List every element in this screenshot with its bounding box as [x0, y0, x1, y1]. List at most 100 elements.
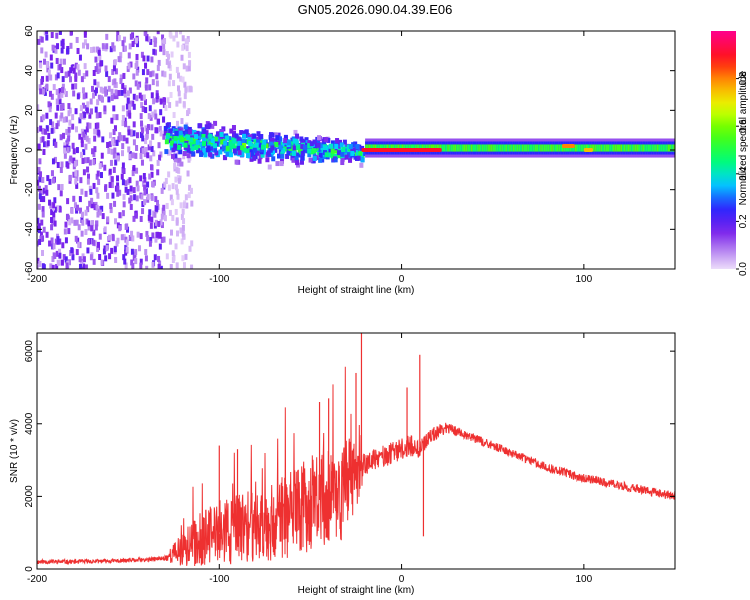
heatmap-cell	[107, 76, 111, 83]
heatmap-cell	[46, 175, 50, 182]
heatmap-band	[662, 144, 665, 152]
heatmap-cell	[112, 114, 116, 121]
plot-frame	[36, 332, 676, 570]
heatmap-cell	[124, 186, 128, 193]
heatmap-cell	[46, 66, 50, 73]
heatmap-cell	[123, 45, 127, 52]
heatmap-cell	[149, 114, 153, 121]
heatmap-cell	[127, 63, 131, 70]
heatmap-cell	[155, 96, 159, 103]
heatmap-cell	[113, 200, 117, 207]
heatmap-cell	[74, 235, 78, 242]
heatmap-cell	[135, 145, 139, 152]
heatmap-cell	[38, 260, 42, 267]
heatmap-cell	[256, 147, 261, 153]
heatmap-cell	[162, 133, 166, 140]
heatmap-cell	[58, 63, 62, 70]
heatmap-cell	[187, 65, 191, 72]
heatmap-cell	[308, 157, 313, 163]
heatmap-peak	[561, 144, 575, 149]
heatmap-cell	[346, 144, 351, 150]
heatmap-cell	[164, 177, 168, 184]
heatmap-cell	[167, 184, 171, 191]
heatmap-cell	[42, 187, 46, 194]
heatmap-cell	[122, 254, 126, 261]
heatmap-cell	[171, 214, 175, 221]
heatmap-cell	[153, 211, 157, 218]
heatmap-cell	[232, 132, 237, 138]
heatmap-band	[556, 144, 559, 152]
heatmap-cell	[232, 138, 237, 144]
heatmap-cell	[37, 143, 41, 150]
heatmap-cell	[323, 143, 328, 149]
heatmap-cell	[159, 265, 163, 269]
heatmap-cell	[147, 214, 151, 221]
heatmap-cell	[225, 135, 230, 141]
heatmap-cell	[90, 85, 94, 92]
heatmap-cell	[74, 178, 78, 185]
heatmap-cell	[60, 86, 64, 93]
heatmap-cell	[111, 192, 115, 199]
heatmap-band	[602, 144, 605, 152]
heatmap-cell	[61, 102, 65, 109]
heatmap-cell	[173, 157, 178, 163]
y-tick-label: 60	[24, 25, 35, 37]
heatmap-cell	[105, 33, 109, 40]
heatmap-band	[640, 144, 643, 152]
heatmap-cell	[113, 147, 117, 154]
heatmap-cell	[250, 133, 255, 139]
heatmap-cell	[86, 166, 90, 173]
heatmap-cell	[114, 159, 118, 166]
heatmap-cell	[55, 88, 59, 95]
heatmap-cell	[37, 126, 39, 133]
heatmap-cell	[37, 166, 41, 173]
heatmap-cell	[154, 219, 158, 226]
heatmap-cell	[213, 143, 218, 149]
heatmap-cell	[121, 114, 125, 121]
heatmap-cell	[98, 163, 102, 170]
heatmap-cell	[88, 112, 92, 119]
heatmap-cell	[182, 63, 186, 70]
heatmap-cell	[134, 152, 138, 159]
heatmap-band	[580, 144, 583, 152]
heatmap-peak	[583, 148, 593, 152]
heatmap-cell	[214, 150, 219, 156]
heatmap-cell	[158, 232, 162, 239]
heatmap-band	[631, 144, 634, 152]
heatmap-cell	[337, 150, 342, 156]
heatmap-cell	[64, 221, 68, 228]
heatmap-band	[598, 144, 601, 152]
heatmap-cell	[143, 184, 147, 191]
heatmap-cell	[141, 148, 145, 155]
heatmap-cell	[37, 179, 40, 186]
heatmap-cell	[185, 144, 190, 150]
snr-series	[37, 333, 675, 567]
heatmap-cell	[339, 142, 344, 148]
heatmap-cell	[318, 143, 323, 149]
heatmap-cell	[141, 135, 145, 142]
heatmap-cell	[159, 219, 163, 226]
y-axis-label: SNR (10 * v/v)	[9, 419, 20, 483]
heatmap-cell	[45, 125, 49, 132]
heatmap-cell	[95, 204, 99, 211]
heatmap-cell	[139, 175, 143, 182]
colorbar-tick-label: 0.4	[738, 166, 749, 180]
heatmap-cell	[360, 157, 365, 163]
heatmap-cell	[100, 205, 104, 212]
heatmap-cell	[96, 170, 100, 177]
heatmap-cell	[119, 78, 123, 85]
heatmap-cell	[182, 262, 186, 269]
heatmap-cell	[149, 222, 153, 229]
heatmap-cell	[219, 132, 224, 138]
heatmap-cell	[239, 130, 244, 136]
heatmap-cell	[58, 252, 62, 259]
heatmap-cell	[252, 155, 257, 161]
heatmap-band	[496, 144, 499, 152]
heatmap-cell	[50, 127, 54, 134]
heatmap-cell	[75, 249, 79, 256]
heatmap-cell	[74, 170, 78, 177]
heatmap-cell	[40, 36, 44, 43]
heatmap-band	[463, 144, 466, 152]
heatmap-band	[523, 144, 527, 152]
heatmap-band	[500, 144, 503, 152]
